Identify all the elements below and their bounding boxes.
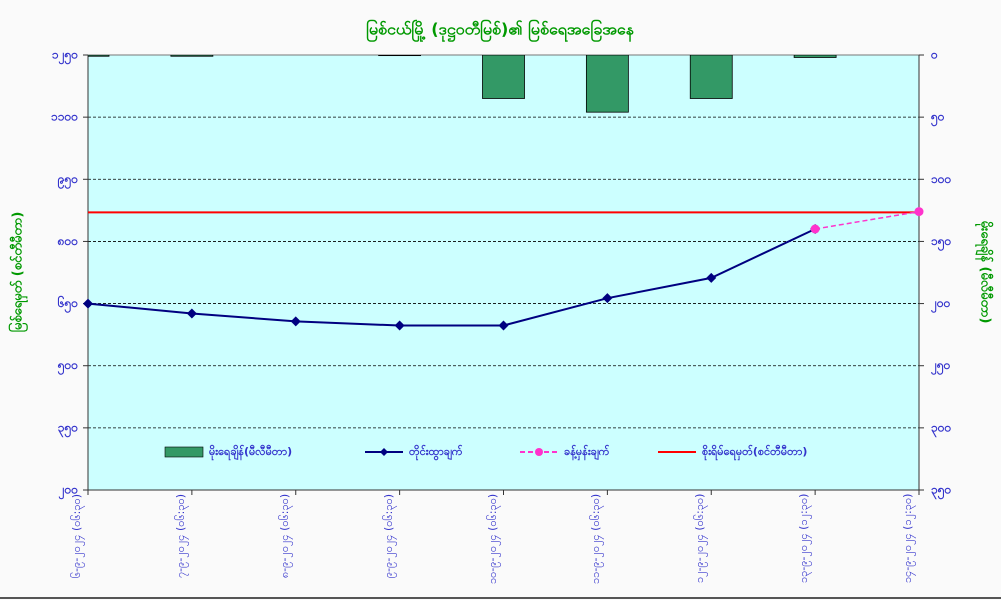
- y2-tick-label: ၂၀၀: [930, 296, 951, 314]
- point: [810, 224, 820, 234]
- point: [602, 293, 613, 304]
- point: [290, 316, 301, 327]
- y2-tick-label: ၁၅၀: [931, 234, 952, 252]
- y-axis-label: မြစ်ရေမှတ် (စင်တီမီတာ): [8, 212, 29, 333]
- y2-axis-label: မိုးရေချိန် (မီလီမီတာ): [975, 221, 995, 324]
- legend-label: ခန့်မှန်းချက်: [564, 444, 610, 461]
- x-tick-label: ၁၄-၉-၂၀၂၄ (၁၂:၃၀): [901, 494, 914, 584]
- bar: [378, 55, 422, 57]
- bar: [793, 55, 837, 58]
- x-tick-label: ၁၁-၉-၂၀၂၄ (၀၆:၃၀): [589, 494, 603, 585]
- x-tick-label: ၆-၉-၂၀၂၄ (၀၆:၃၀): [70, 494, 83, 579]
- x-tick-label: ၁၀-၉-၂၀၂၄ (၀၆:၃၀): [485, 494, 499, 585]
- point: [914, 207, 924, 217]
- y2-tick-label: ၂၅၀: [930, 358, 951, 376]
- line: [815, 210, 920, 230]
- bar: [170, 55, 214, 57]
- y-tick-label: ၃၅၀: [58, 420, 79, 438]
- point: [394, 320, 405, 331]
- point: [498, 320, 509, 331]
- x-tick-label: ၁၂-၉-၂၀၂၄ (၀၆:၃၀): [693, 494, 707, 584]
- bar: [88, 55, 110, 57]
- legend-swatch: [164, 446, 204, 458]
- bar: [585, 55, 629, 113]
- legend-marker: [535, 448, 543, 456]
- y2-tick-label: ၅၀: [930, 110, 945, 128]
- legend-label: စိုးရိမ်ရေမှတ်(စင်တီမီတာ): [702, 444, 807, 461]
- y-tick-label: ၅၀၀: [57, 358, 79, 376]
- y2-tick-label: ၃၅၀: [931, 483, 952, 501]
- y-tick-label: ၉၅၀: [57, 172, 79, 190]
- y-tick-label: ၂၀၀: [58, 483, 79, 501]
- bar: [689, 55, 733, 99]
- bar: [482, 55, 525, 99]
- point: [706, 272, 717, 283]
- x-tick-label: ၉-၉-၂၀၂၄ (၀၆:၃၀): [381, 494, 395, 579]
- x-tick-label: ၇-၉-၂၀၂၄ (၀၆:၃၀): [173, 494, 187, 579]
- x-tick-label: ၁၃-၉-၂၀၂၄ (၁၂:၃၀): [797, 494, 811, 584]
- y2-tick-label: ၀: [930, 48, 938, 62]
- plot-area: [87, 54, 920, 491]
- y-tick-label: ၁၂၅၀: [52, 48, 78, 66]
- legend-label: တိုင်းထွာချက်: [409, 444, 463, 461]
- y2-tick-label: ၃၀၀: [931, 420, 952, 438]
- point: [83, 298, 93, 309]
- y-tick-label: ၁၁၀၀: [51, 110, 78, 124]
- legend-label: မိုးရေချိန်(မီလီမီတာ): [209, 444, 292, 461]
- y2-tick-label: ၁၀၀: [931, 172, 952, 186]
- x-tick-label: ၈-၉-၂၀၂၄ (၀၆:၃၀): [277, 494, 291, 579]
- y-tick-label: ၆၅၀: [57, 294, 79, 314]
- line: [87, 228, 816, 327]
- legend-marker: [380, 448, 388, 456]
- point: [186, 308, 197, 319]
- y-tick-label: ၈၀၀: [57, 234, 79, 248]
